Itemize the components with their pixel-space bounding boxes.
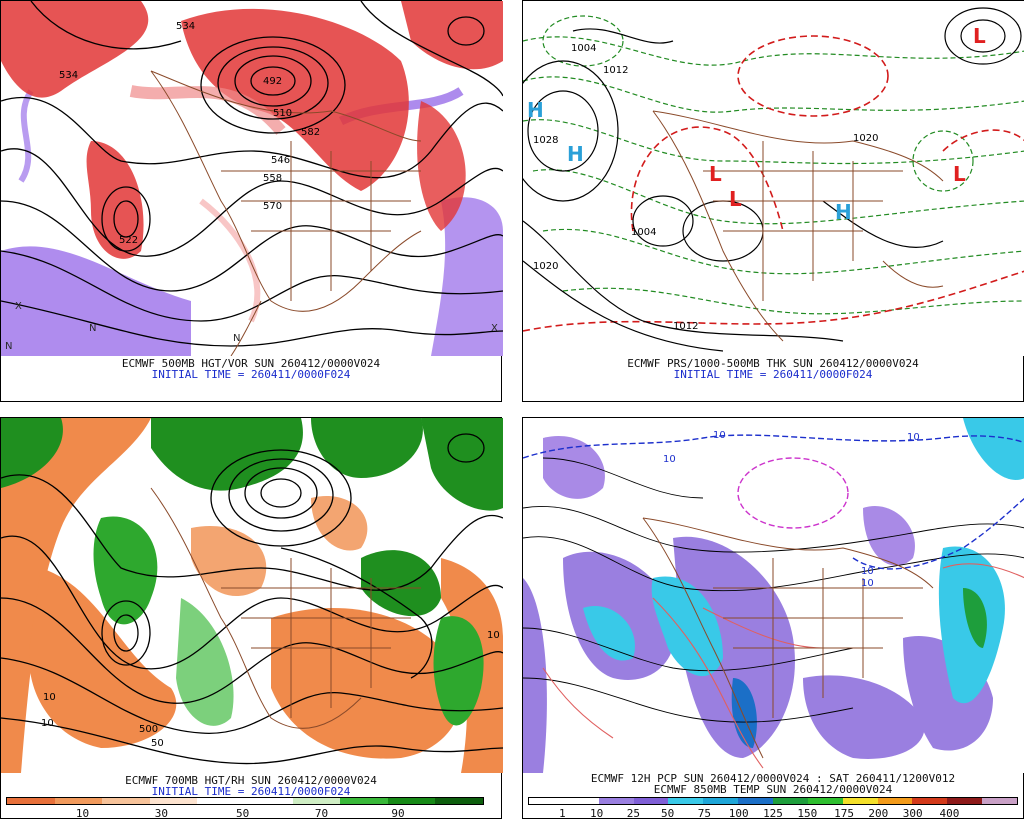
colorbar-tick: 10 xyxy=(589,807,604,820)
panel-caption: ECMWF 700MB HGT/RH SUN 260412/0000V024 xyxy=(125,774,377,787)
contour-label: 558 xyxy=(263,173,282,184)
colorbar-swatch xyxy=(842,798,878,804)
map-pcp: 10 10 10 10 10 xyxy=(523,418,1024,773)
colorbar-tick: 50 xyxy=(661,807,675,820)
colorbar-swatch xyxy=(703,798,739,804)
vor-marker: N xyxy=(5,341,12,352)
colorbar-swatch xyxy=(738,798,774,804)
contour-label: 10 xyxy=(487,630,500,641)
colorbar-swatch xyxy=(807,798,843,804)
colorbar-swatch xyxy=(947,798,983,804)
initial-time: INITIAL TIME = 260411/0000F024 xyxy=(673,368,873,381)
panel-pcp-850temp: 10 10 10 10 10 ECMWF 12H PCP SUN 260412/… xyxy=(522,417,1024,820)
colorbar-tick: 300 xyxy=(902,807,923,820)
map-700mb: 10 50 10 500 10 xyxy=(1,418,503,773)
map-500mb: 534 492 510 546 558 570 582 522 534 X N … xyxy=(1,1,503,356)
map-prs-thk: H H H L L L L 1028 1020 1004 1012 1004 1… xyxy=(523,1,1024,356)
vor-marker: N xyxy=(89,323,96,334)
isobar-label: 1020 xyxy=(533,261,558,272)
contour-label: 546 xyxy=(271,155,290,166)
temp-label: 10 xyxy=(861,566,874,577)
colorbar-swatch xyxy=(668,798,704,804)
colorbar-swatch xyxy=(149,798,198,804)
contour-label: 10 xyxy=(41,718,54,729)
pcp-colorbar xyxy=(528,797,1018,805)
colorbar-swatch xyxy=(387,798,436,804)
contour-label: 10 xyxy=(43,692,56,703)
temp-label: 10 xyxy=(907,432,920,443)
colorbar-swatch xyxy=(877,798,913,804)
panel-caption: ECMWF 500MB HGT/VOR SUN 260412/0000V024 xyxy=(121,357,381,370)
colorbar-tick: 30 xyxy=(154,807,168,820)
low-marker: L xyxy=(729,187,742,211)
contour-label: 50 xyxy=(151,738,164,749)
panel-700mb-hgt-rh: 10 50 10 500 10 ECMWF 700MB HGT/RH SUN 2… xyxy=(0,417,503,820)
temp-label: 10 xyxy=(663,454,676,465)
colorbar-tick: 50 xyxy=(235,807,250,820)
panel-caption-2: ECMWF 850MB TEMP SUN 260412/0000V024 xyxy=(653,783,893,796)
high-marker: H xyxy=(567,142,584,166)
colorbar-tick: 90 xyxy=(391,807,405,820)
contour-label: 492 xyxy=(263,76,282,87)
colorbar-tick: 70 xyxy=(314,807,329,820)
isobar-label: 1004 xyxy=(631,227,656,238)
vor-marker: X xyxy=(15,301,22,312)
colorbar-tick: 100 xyxy=(728,807,749,820)
contour-label: 582 xyxy=(301,127,320,138)
colorbar-swatch xyxy=(982,798,1018,804)
colorbar-tick: 175 xyxy=(834,807,854,820)
contour-label: 522 xyxy=(119,235,138,246)
panel-500mb-hgt-vor: 534 492 510 546 558 570 582 522 534 X N … xyxy=(0,0,503,402)
isobar-label: 1020 xyxy=(853,133,878,144)
vor-marker: X xyxy=(491,323,498,334)
colorbar-swatch xyxy=(529,798,564,804)
colorbar-swatch xyxy=(197,798,245,804)
colorbar-swatch xyxy=(773,798,808,804)
vor-marker: N xyxy=(233,333,240,344)
colorbar-swatch xyxy=(633,798,669,804)
pcp-colorbar-ticks: 1 10 25 50 75 100 125 150 175 200 300 40… xyxy=(528,807,1018,820)
panel-prs-thk: H H H L L L L 1028 1020 1004 1012 1004 1… xyxy=(522,0,1024,402)
colorbar-tick: 10 xyxy=(75,807,90,820)
initial-time: INITIAL TIME = 260411/0000F024 xyxy=(151,785,351,798)
contour-label: 570 xyxy=(263,201,282,212)
colorbar-tick: 125 xyxy=(763,807,783,820)
rh-colorbar-ticks: 10 30 50 70 90 xyxy=(6,807,484,820)
initial-time: INITIAL TIME = 260411/0000F024 xyxy=(151,368,351,381)
isobar-label: 1012 xyxy=(603,65,628,76)
panel-caption: ECMWF PRS/1000-500MB THK SUN 260412/0000… xyxy=(627,357,919,370)
colorbar-swatch xyxy=(102,798,150,804)
contour-label: 510 xyxy=(273,108,292,119)
colorbar-swatch xyxy=(912,798,948,804)
contour-label: 500 xyxy=(139,724,158,735)
high-marker: H xyxy=(835,200,852,224)
panel-caption: ECMWF 12H PCP SUN 260412/0000V024 : SAT … xyxy=(590,772,956,785)
colorbar-swatch xyxy=(54,798,103,804)
low-marker: L xyxy=(973,24,986,48)
colorbar-swatch xyxy=(340,798,388,804)
temp-label: 10 xyxy=(861,578,874,589)
colorbar-tick: 400 xyxy=(939,807,960,820)
isobar-label: 1028 xyxy=(533,135,558,146)
colorbar-tick: 75 xyxy=(697,807,712,820)
colorbar-tick: 200 xyxy=(868,807,889,820)
isobar-label: 1012 xyxy=(673,321,698,332)
contour-label: 534 xyxy=(59,70,78,81)
colorbar-swatch xyxy=(7,798,55,804)
colorbar-swatch xyxy=(292,798,341,804)
isobar-label: 1004 xyxy=(571,43,596,54)
colorbar-tick: 25 xyxy=(626,807,640,820)
colorbar-tick: 1 xyxy=(558,807,566,820)
colorbar-swatch xyxy=(244,798,293,804)
low-marker: L xyxy=(953,162,966,186)
rh-colorbar xyxy=(6,797,484,805)
low-marker: L xyxy=(709,162,722,186)
colorbar-swatch xyxy=(598,798,634,804)
temp-label: 10 xyxy=(713,430,726,441)
high-marker: H xyxy=(527,98,544,122)
colorbar-tick: 150 xyxy=(797,807,818,820)
colorbar-swatch xyxy=(563,798,599,804)
colorbar-swatch xyxy=(435,798,483,804)
contour-label: 534 xyxy=(176,21,195,32)
